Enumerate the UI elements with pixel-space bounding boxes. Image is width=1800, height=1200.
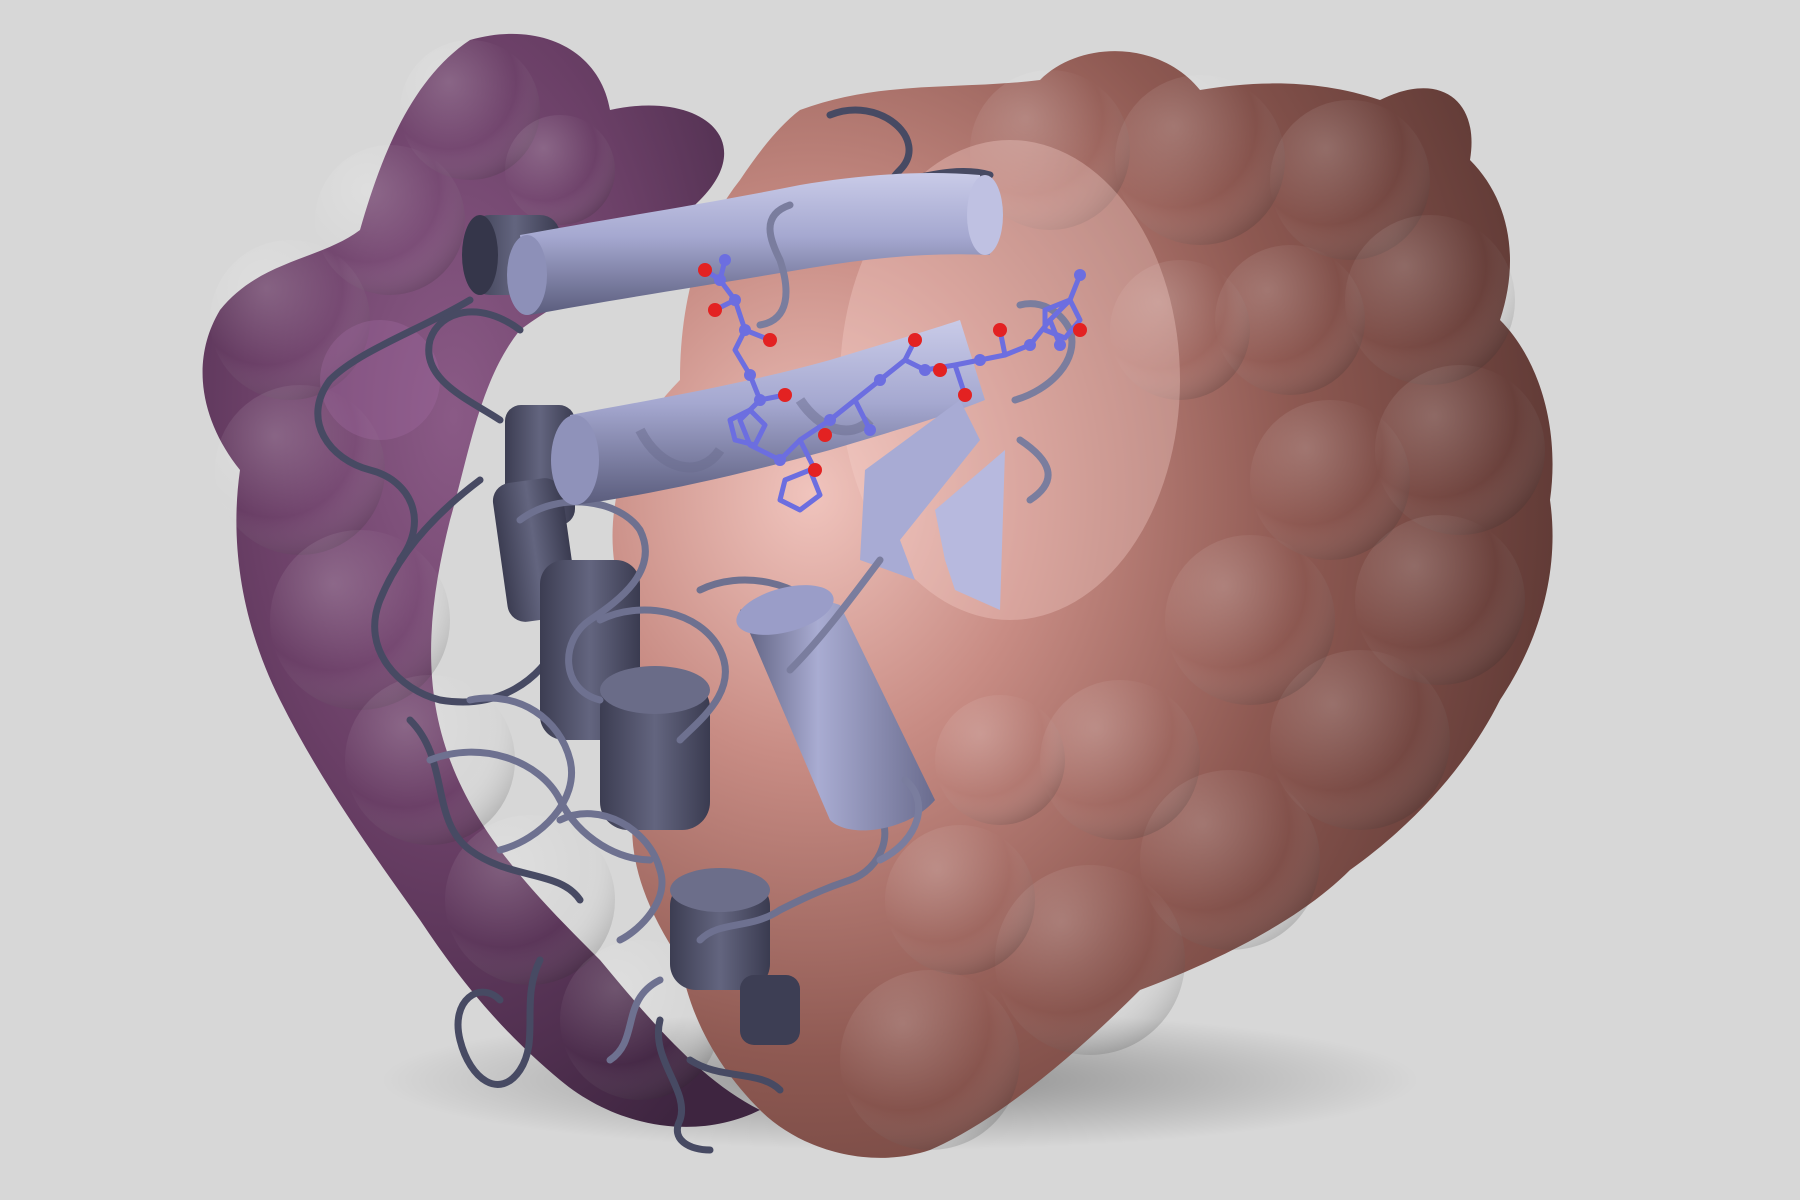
alpha-helix-middle <box>551 320 985 505</box>
alpha-helix-top <box>507 173 1003 315</box>
alpha-helix-vertical <box>736 585 935 831</box>
coil-loops-front <box>756 201 1076 864</box>
beta-strands <box>860 400 1005 610</box>
ligand-peptide <box>698 254 1087 513</box>
